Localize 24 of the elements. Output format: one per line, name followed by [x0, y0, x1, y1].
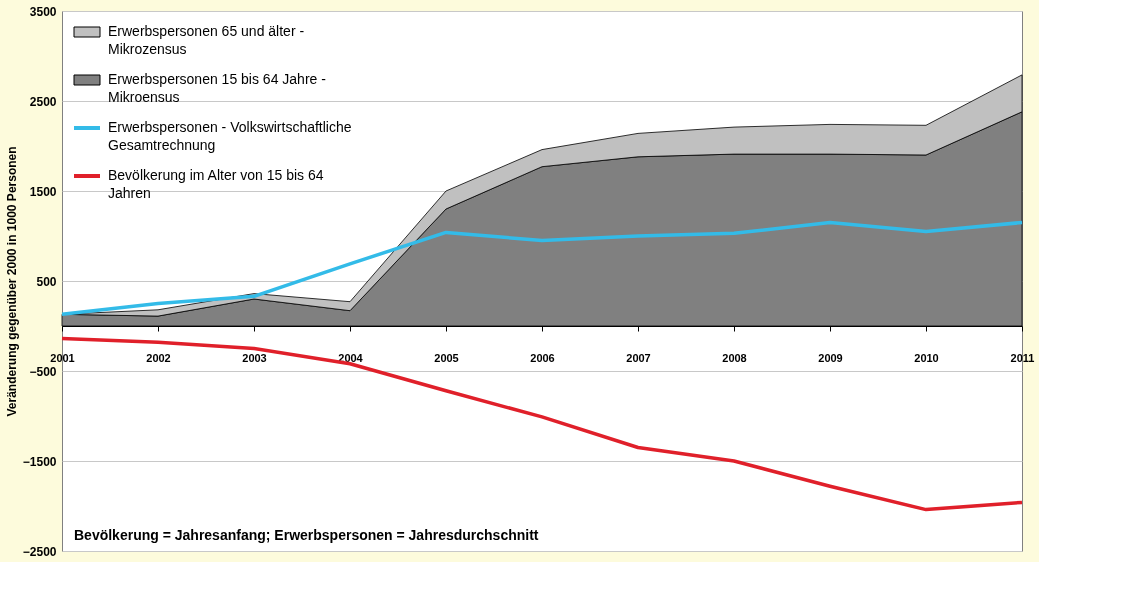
y-tick-label: −2500	[22, 544, 57, 559]
y-tick-label: 1500	[29, 184, 57, 199]
legend-label: Erwerbspersonen - Volkswirtschaftliche Gesamtrechnung	[108, 119, 352, 153]
y-tick-label: −1500	[22, 454, 57, 469]
y-tick-label: 3500	[29, 4, 57, 19]
y-tick-label: 2500	[29, 94, 57, 109]
y-tick-label: −500	[29, 364, 57, 379]
x-tick-label: 2009	[818, 351, 843, 364]
x-tick-label: 2003	[242, 351, 267, 364]
legend-label: Bevölkerung im Alter von 15 bis 64 Jahren	[108, 167, 324, 201]
x-tick-label: 2010	[914, 351, 939, 364]
x-tick-label: 2011	[1010, 351, 1035, 364]
annotation: Bevölkerung = Jahresanfang; Erwerbspersonen = Jahresdurchschnitt	[74, 527, 539, 543]
x-tick-label: 2005	[434, 351, 459, 364]
x-tick-label: 2007	[626, 351, 651, 364]
line-series	[60, 220, 1024, 317]
x-tick-label: 2002	[146, 351, 171, 364]
x-tick-label: 2008	[722, 351, 747, 364]
y-axis-title: Veränderung gegenüber 2000 in 1000 Personen	[4, 146, 19, 417]
x-tick-label: 2001	[50, 351, 75, 364]
legend-label: Erwerbspersonen 15 bis 64 Jahre - Mikroensus	[108, 71, 327, 105]
legend-label: Erwerbspersonen 65 und älter - Mikrozensus	[108, 23, 305, 57]
x-tick-label: 2006	[530, 351, 555, 364]
y-tick-label: 500	[36, 274, 57, 289]
